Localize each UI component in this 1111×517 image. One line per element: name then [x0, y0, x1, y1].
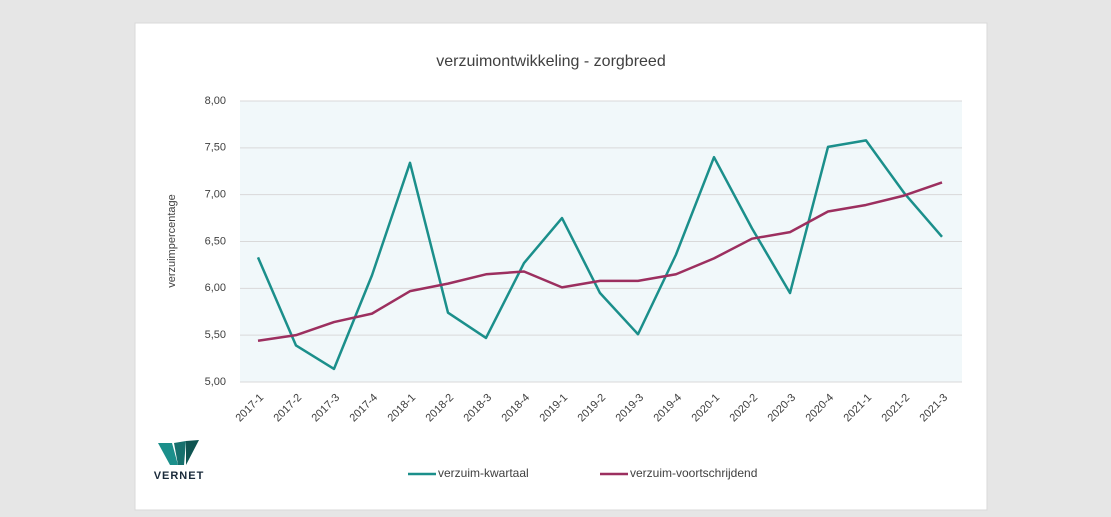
chart-title: verzuimontwikkeling - zorgbreed: [436, 53, 665, 70]
series-line: [256, 139, 943, 371]
logo-shape: [186, 440, 199, 465]
y-tick-label: 5,00: [205, 376, 226, 388]
y-tick-label: 6,00: [205, 282, 226, 294]
y-tick-label: 7,00: [205, 189, 226, 201]
y-tick-label: 8,00: [205, 95, 226, 107]
logo-text: VERNET: [154, 470, 205, 482]
legend-label: verzuim-kwartaal: [438, 466, 529, 480]
y-tick-label: 7,50: [205, 142, 226, 154]
y-tick-label: 6,50: [205, 235, 226, 247]
logo-shape: [174, 441, 186, 465]
y-tick-label: 5,50: [205, 329, 226, 341]
legend-label: verzuim-voortschrijdend: [630, 466, 757, 480]
logo: VERNET: [154, 440, 205, 482]
y-axis-label: verzuimpercentage: [166, 194, 178, 288]
series-line: [257, 181, 943, 343]
logo-shape: [158, 443, 178, 465]
